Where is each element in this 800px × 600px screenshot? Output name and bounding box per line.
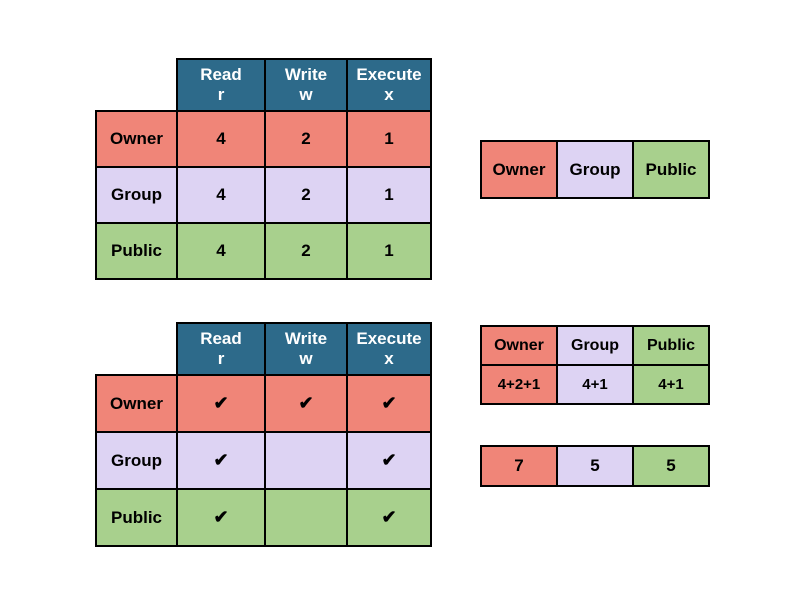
checks-table-wrapper: Read r Write w Execute x Owner ✔ ✔ ✔ Gro… (95, 322, 432, 547)
value-cell: 4 (176, 222, 266, 280)
roles-strip: Owner Group Public (480, 140, 710, 199)
sum-table: Owner Group Public 4+2+1 4+1 4+1 (480, 325, 710, 405)
row-label-owner: Owner (95, 110, 178, 168)
perm-cell: ✔ (346, 431, 432, 490)
value-cell: 4 (176, 110, 266, 168)
column-header-label: Read (200, 328, 242, 348)
result-strip: 7 5 5 (480, 445, 710, 487)
column-header-symbol: x (384, 349, 394, 368)
permission-values-table: Read r Write w Execute x Owner 4 2 1 Gro… (95, 58, 432, 280)
sum-header-group: Group (556, 325, 634, 366)
sum-cell-group: 4+1 (556, 364, 634, 405)
values-table-wrapper: Read r Write w Execute x Owner 4 2 1 Gro… (95, 58, 432, 280)
perm-cell: ✔ (264, 374, 348, 433)
column-header-execute: Execute x (346, 322, 432, 376)
check-icon: ✔ (381, 450, 397, 470)
column-header-symbol: w (299, 349, 313, 368)
sum-header-owner: Owner (480, 325, 558, 366)
check-icon: ✔ (213, 450, 229, 470)
column-header-symbol: w (299, 85, 313, 104)
column-header-label: Write (284, 64, 328, 84)
perm-cell-empty (264, 488, 348, 547)
sum-header-public: Public (632, 325, 710, 366)
corner-spacer (96, 323, 177, 375)
check-icon: ✔ (298, 393, 314, 413)
perm-cell-empty (264, 431, 348, 490)
column-header-label: Execute (356, 64, 422, 84)
result-cell-owner: 7 (480, 445, 558, 487)
column-header-read: Read r (176, 322, 266, 376)
check-icon: ✔ (381, 393, 397, 413)
result-cell-group: 5 (556, 445, 634, 487)
perm-cell: ✔ (176, 374, 266, 433)
check-icon: ✔ (381, 507, 397, 527)
roles-strip-wrapper: Owner Group Public (480, 140, 710, 199)
value-cell: 1 (346, 222, 432, 280)
column-header-write: Write w (264, 322, 348, 376)
value-cell: 2 (264, 166, 348, 224)
result-strip-wrapper: 7 5 5 (480, 445, 710, 487)
value-cell: 1 (346, 110, 432, 168)
perm-cell: ✔ (346, 374, 432, 433)
perm-cell: ✔ (346, 488, 432, 547)
row-label-owner: Owner (95, 374, 178, 433)
column-header-symbol: r (217, 349, 225, 368)
permission-checks-table: Read r Write w Execute x Owner ✔ ✔ ✔ Gro… (95, 322, 432, 547)
check-icon: ✔ (213, 507, 229, 527)
result-cell-public: 5 (632, 445, 710, 487)
role-cell-public: Public (632, 140, 710, 199)
column-header-symbol: x (384, 85, 394, 104)
row-label-group: Group (95, 431, 178, 490)
perm-cell: ✔ (176, 431, 266, 490)
value-cell: 4 (176, 166, 266, 224)
column-header-read: Read r (176, 58, 266, 112)
sum-cell-public: 4+1 (632, 364, 710, 405)
role-cell-group: Group (556, 140, 634, 199)
value-cell: 2 (264, 110, 348, 168)
column-header-label: Write (284, 328, 328, 348)
role-cell-owner: Owner (480, 140, 558, 199)
column-header-symbol: r (217, 85, 225, 104)
sum-table-wrapper: Owner Group Public 4+2+1 4+1 4+1 (480, 325, 710, 405)
row-label-group: Group (95, 166, 178, 224)
row-label-public: Public (95, 488, 178, 547)
value-cell: 1 (346, 166, 432, 224)
sum-cell-owner: 4+2+1 (480, 364, 558, 405)
column-header-execute: Execute x (346, 58, 432, 112)
row-label-public: Public (95, 222, 178, 280)
column-header-label: Read (200, 64, 242, 84)
perm-cell: ✔ (176, 488, 266, 547)
value-cell: 2 (264, 222, 348, 280)
corner-spacer (96, 59, 177, 111)
column-header-label: Execute (356, 328, 422, 348)
column-header-write: Write w (264, 58, 348, 112)
check-icon: ✔ (213, 393, 229, 413)
